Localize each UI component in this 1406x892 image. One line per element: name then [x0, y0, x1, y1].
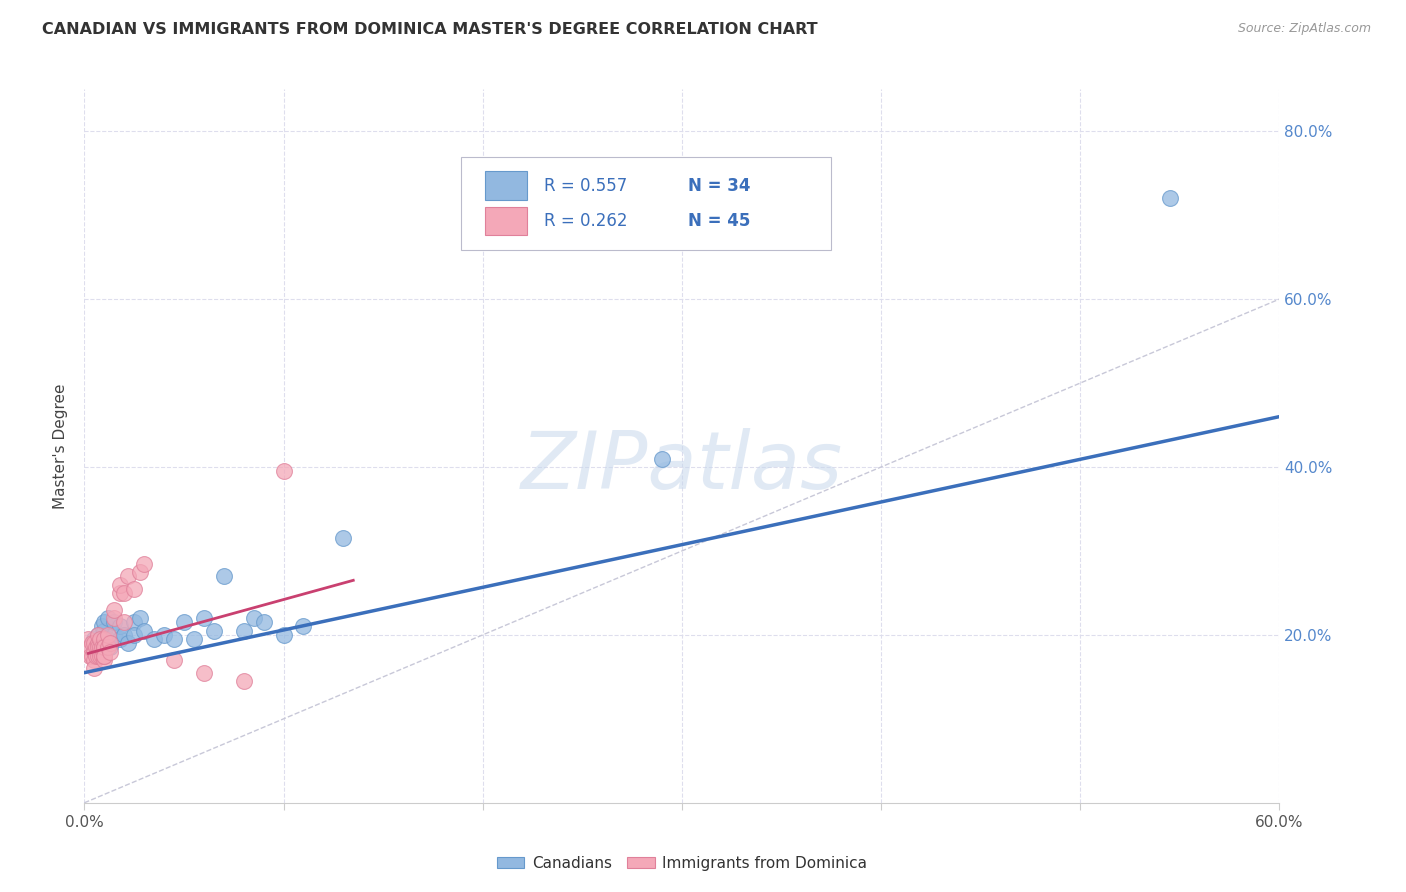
Point — [93, 640, 115, 655]
Point — [122, 582, 145, 596]
Point — [103, 611, 125, 625]
Point — [97, 611, 120, 625]
Point — [89, 645, 111, 659]
Point — [86, 648, 108, 663]
Point — [110, 586, 132, 600]
Point — [129, 611, 152, 625]
Point — [1159, 191, 1181, 205]
Point — [163, 653, 186, 667]
Point — [91, 619, 114, 633]
Point — [273, 628, 295, 642]
Point — [89, 632, 111, 646]
Point — [253, 615, 276, 630]
Bar — [485, 171, 527, 200]
Point — [91, 648, 114, 663]
Point — [93, 648, 115, 663]
Point — [87, 628, 110, 642]
Point — [93, 632, 115, 646]
Point — [93, 615, 115, 630]
Point — [110, 632, 132, 646]
Point — [103, 615, 125, 630]
Point — [97, 632, 120, 646]
Text: Source: ZipAtlas.com: Source: ZipAtlas.com — [1237, 22, 1371, 36]
Point — [93, 624, 115, 638]
Text: R = 0.262: R = 0.262 — [544, 212, 628, 230]
Point — [651, 451, 673, 466]
Point — [193, 611, 215, 625]
Point — [112, 615, 135, 630]
Point — [212, 569, 235, 583]
Legend: Canadians, Immigrants from Dominica: Canadians, Immigrants from Dominica — [491, 850, 873, 877]
Point — [93, 653, 115, 667]
Point — [292, 619, 315, 633]
Point — [98, 645, 121, 659]
Point — [91, 640, 114, 655]
FancyBboxPatch shape — [461, 157, 831, 250]
Point — [143, 632, 166, 646]
Point — [87, 648, 110, 663]
Point — [232, 624, 254, 638]
Point — [83, 653, 105, 667]
Point — [273, 464, 295, 478]
Point — [98, 636, 121, 650]
Point — [87, 640, 110, 655]
Point — [153, 628, 176, 642]
Point — [83, 632, 105, 646]
Point — [332, 532, 354, 546]
Point — [89, 640, 111, 655]
Bar — [485, 207, 527, 235]
Point — [103, 628, 125, 642]
Point — [86, 640, 108, 655]
Point — [163, 632, 186, 646]
Point — [103, 603, 125, 617]
Text: CANADIAN VS IMMIGRANTS FROM DOMINICA MASTER'S DEGREE CORRELATION CHART: CANADIAN VS IMMIGRANTS FROM DOMINICA MAS… — [42, 22, 818, 37]
Point — [122, 615, 145, 630]
Text: N = 34: N = 34 — [688, 177, 751, 194]
Point — [242, 611, 264, 625]
Point — [79, 640, 101, 655]
Point — [117, 569, 139, 583]
Point — [112, 586, 135, 600]
Point — [193, 665, 215, 680]
Point — [132, 557, 156, 571]
Point — [97, 628, 120, 642]
Point — [93, 648, 115, 663]
Point — [97, 640, 120, 655]
Point — [82, 648, 104, 663]
Point — [82, 636, 104, 650]
Point — [110, 577, 132, 591]
Point — [129, 565, 152, 579]
Point — [89, 648, 111, 663]
Point — [87, 636, 110, 650]
Y-axis label: Master's Degree: Master's Degree — [53, 384, 69, 508]
Text: R = 0.557: R = 0.557 — [544, 177, 627, 194]
Point — [132, 624, 156, 638]
Point — [77, 632, 100, 646]
Point — [83, 661, 105, 675]
Point — [117, 636, 139, 650]
Point — [93, 640, 115, 655]
Point — [183, 632, 205, 646]
Point — [112, 628, 135, 642]
Point — [110, 619, 132, 633]
Text: ZIPatlas: ZIPatlas — [520, 428, 844, 507]
Point — [79, 648, 101, 663]
Point — [98, 640, 121, 655]
Point — [87, 628, 110, 642]
Point — [83, 636, 105, 650]
Point — [173, 615, 195, 630]
Point — [83, 645, 105, 659]
Text: N = 45: N = 45 — [688, 212, 751, 230]
Point — [122, 628, 145, 642]
Point — [232, 674, 254, 689]
Point — [202, 624, 225, 638]
